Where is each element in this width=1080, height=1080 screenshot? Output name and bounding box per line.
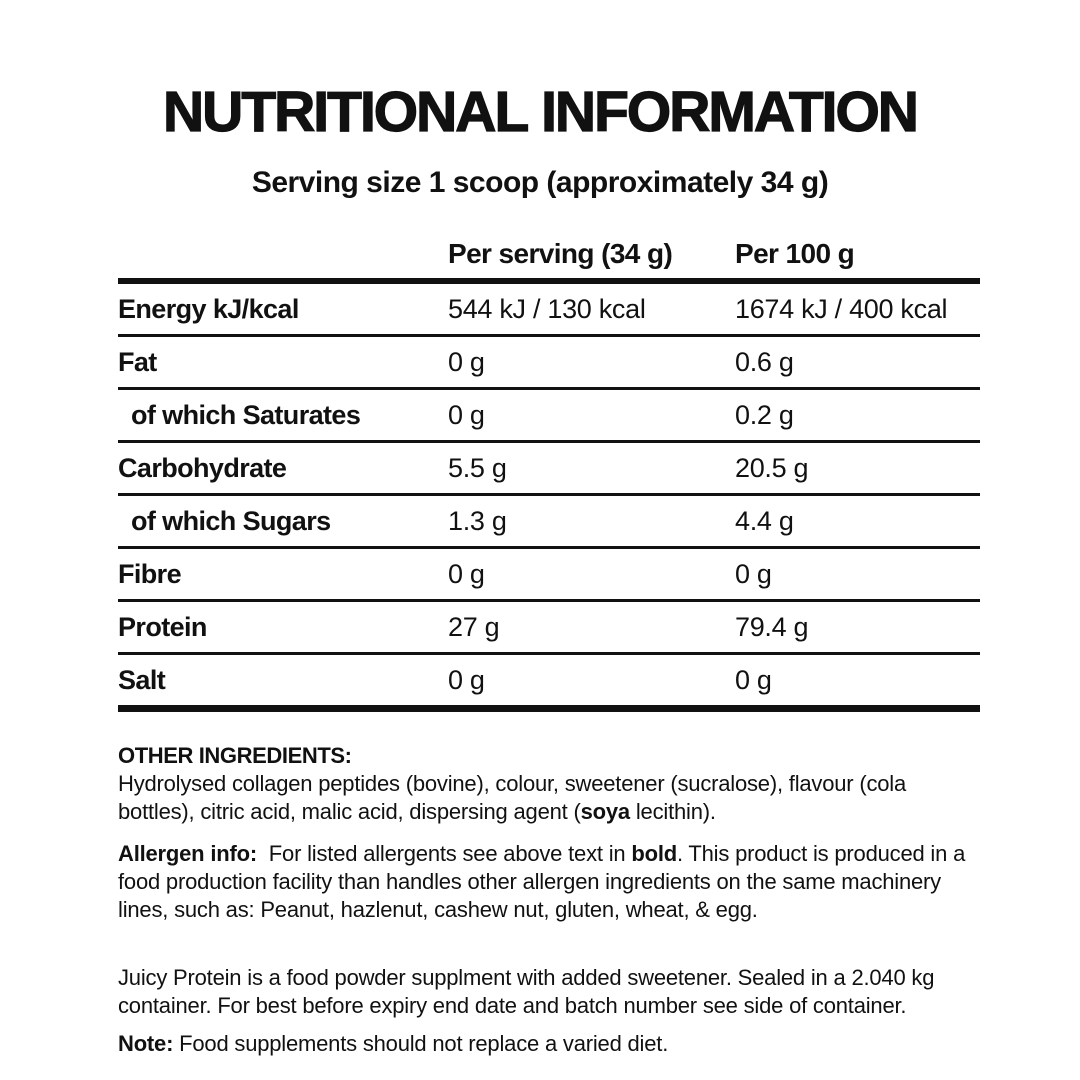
- other-ingredients-text-tail: lecithin).: [629, 799, 716, 824]
- row-value-per-serving: 0 g: [448, 664, 485, 695]
- row-value-per-serving: 0 g: [448, 399, 485, 430]
- row-value-per-100g: 4.4 g: [735, 505, 794, 536]
- row-value-per-100g: 0 g: [735, 664, 772, 695]
- row-value-per-serving: 5.5 g: [448, 452, 507, 483]
- row-value-per-100g: 0.6 g: [735, 346, 794, 377]
- other-ingredients-text-lead: Hydrolysed collagen peptides (bovine), c…: [118, 771, 907, 824]
- allergen-info-bold-word: bold: [631, 841, 677, 866]
- row-label: Fibre: [118, 558, 182, 589]
- row-label: of which Saturates: [131, 399, 361, 430]
- table-row: Fat 0 g 0.6 g: [118, 337, 980, 390]
- bottom-text-block: OTHER INGREDIENTS: Hydrolysed collagen p…: [118, 742, 980, 1058]
- row-value-per-serving: 0 g: [448, 558, 485, 589]
- allergen-info-text-tail: . This product is produced in a food pro…: [118, 841, 966, 922]
- table-row: Carbohydrate 5.5 g 20.5 g: [118, 443, 980, 496]
- note-section: Note: Food supplements should not replac…: [118, 1030, 980, 1058]
- other-ingredients-heading: OTHER INGREDIENTS:: [118, 743, 352, 768]
- row-label: Energy kJ/kcal: [118, 293, 299, 324]
- col-header-per-serving: Per serving (34 g): [448, 238, 673, 269]
- table-row: Fibre 0 g 0 g: [118, 549, 980, 602]
- row-value-per-100g: 0 g: [735, 558, 772, 589]
- row-label: Protein: [118, 611, 207, 642]
- other-ingredients-text: Hydrolysed collagen peptides (bovine), c…: [118, 770, 980, 826]
- table-row: of which Sugars 1.3 g 4.4 g: [118, 496, 980, 549]
- table-row: Protein 27 g 79.4 g: [118, 602, 980, 655]
- allergen-info-heading: Allergen info:: [118, 841, 257, 866]
- table-row: Salt 0 g 0 g: [118, 655, 980, 712]
- serving-size-line: Serving size 1 scoop (approximately 34 g…: [251, 166, 829, 199]
- row-label: Salt: [118, 664, 166, 695]
- row-value-per-serving: 0 g: [448, 346, 485, 377]
- row-label: Carbohydrate: [118, 452, 287, 483]
- allergen-info-text-lead: For listed allergents see above text in: [256, 841, 632, 866]
- other-ingredients-section: OTHER INGREDIENTS: Hydrolysed collagen p…: [118, 742, 980, 826]
- row-label: Fat: [118, 346, 157, 377]
- row-value-per-100g: 1674 kJ / 400 kcal: [735, 293, 948, 324]
- nutrition-table: Per serving (34 g) Per 100 g Energy kJ/k…: [118, 226, 980, 712]
- other-ingredients-bold-word: soya: [580, 799, 631, 824]
- allergen-info-section: Allergen info: For listed allergents see…: [118, 840, 980, 924]
- label-content: Per serving (34 g) Per 100 g Energy kJ/k…: [118, 226, 980, 1058]
- row-value-per-serving: 1.3 g: [448, 505, 507, 536]
- note-heading: Note:: [118, 1031, 174, 1056]
- row-value-per-serving: 27 g: [448, 611, 500, 642]
- product-info-section: Juicy Protein is a food powder supplment…: [118, 964, 980, 1020]
- row-value-per-100g: 79.4 g: [735, 611, 809, 642]
- col-header-per-100g: Per 100 g: [735, 238, 855, 269]
- page-title: NUTRITIONAL INFORMATION: [162, 80, 919, 144]
- row-value-per-100g: 20.5 g: [735, 452, 809, 483]
- table-header-row: Per serving (34 g) Per 100 g: [118, 226, 980, 284]
- table-row: of which Saturates 0 g 0.2 g: [118, 390, 980, 443]
- row-value-per-serving: 544 kJ / 130 kcal: [448, 293, 646, 324]
- nutrition-table-body: Energy kJ/kcal 544 kJ / 130 kcal 1674 kJ /…: [118, 284, 980, 712]
- note-text: Food supplements should not replace a va…: [173, 1031, 669, 1056]
- product-info-text: Juicy Protein is a food powder supplment…: [118, 965, 935, 1018]
- row-value-per-100g: 0.2 g: [735, 399, 794, 430]
- table-row: Energy kJ/kcal 544 kJ / 130 kcal 1674 kJ /…: [118, 284, 980, 337]
- row-label: of which Sugars: [131, 505, 331, 536]
